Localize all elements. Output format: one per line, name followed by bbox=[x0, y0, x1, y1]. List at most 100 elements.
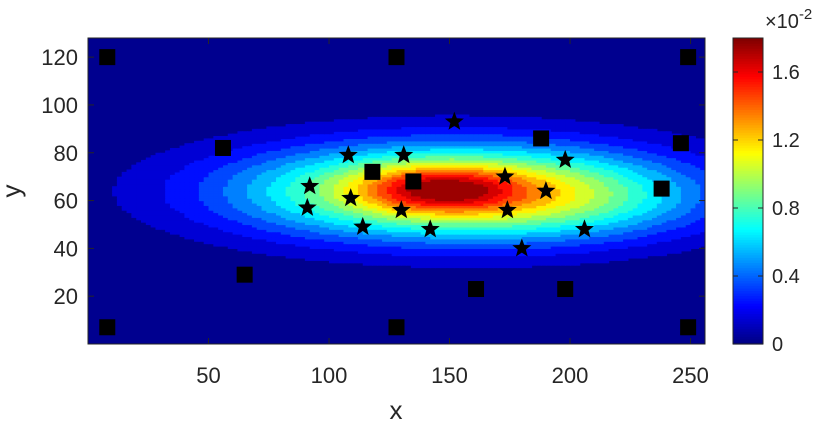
contour-cell bbox=[300, 234, 306, 238]
contour-cell bbox=[155, 162, 161, 166]
contour-cell bbox=[232, 198, 239, 202]
contour-cell bbox=[449, 181, 455, 185]
contour-cell bbox=[126, 183, 132, 187]
contour-cell bbox=[247, 176, 253, 180]
contour-cell bbox=[247, 191, 253, 194]
contour-cell bbox=[676, 210, 682, 214]
contour-cell bbox=[618, 229, 624, 233]
contour-cell bbox=[454, 245, 460, 249]
contour-cell bbox=[579, 214, 586, 218]
contour-cell bbox=[165, 224, 171, 228]
contour-cell bbox=[324, 198, 330, 202]
contour-cell bbox=[560, 219, 566, 223]
contour-cell bbox=[271, 214, 277, 218]
contour-cell bbox=[116, 198, 123, 202]
contour-cell bbox=[189, 167, 195, 171]
contour-cell bbox=[155, 222, 161, 226]
contour-cell bbox=[300, 181, 306, 185]
contour-cell bbox=[396, 183, 402, 187]
contour-cell bbox=[309, 255, 316, 259]
contour-cell bbox=[623, 176, 629, 180]
contour-cell bbox=[570, 236, 576, 240]
contour-cell bbox=[666, 159, 672, 163]
contour-cell bbox=[174, 183, 181, 187]
contour-cell bbox=[647, 162, 653, 166]
contour-cell bbox=[295, 212, 301, 216]
contour-cell bbox=[165, 169, 171, 173]
contour-cell bbox=[463, 169, 470, 173]
contour-cell bbox=[396, 174, 402, 178]
contour-cell bbox=[454, 174, 460, 178]
contour-cell bbox=[386, 188, 393, 192]
contour-cell bbox=[136, 195, 142, 199]
contour-cell bbox=[329, 260, 335, 264]
contour-cell bbox=[386, 205, 393, 209]
contour-cell bbox=[271, 162, 277, 166]
contour-cell bbox=[247, 200, 253, 204]
contour-cell bbox=[439, 260, 446, 264]
contour-cell bbox=[526, 171, 533, 175]
contour-cell bbox=[492, 245, 499, 249]
contour-cell bbox=[647, 222, 653, 226]
contour-cell bbox=[666, 248, 672, 252]
contour-cell bbox=[391, 214, 398, 218]
contour-cell bbox=[492, 179, 499, 183]
contour-cell bbox=[242, 229, 248, 233]
contour-cell bbox=[247, 226, 253, 230]
contour-cell bbox=[401, 198, 407, 202]
contour-cell bbox=[671, 176, 677, 180]
contour-cell bbox=[222, 183, 229, 187]
contour-cell bbox=[242, 222, 248, 226]
contour-cell bbox=[656, 229, 663, 233]
contour-cell bbox=[362, 260, 369, 264]
contour-cell bbox=[382, 193, 388, 197]
contour-cell bbox=[372, 253, 378, 257]
contour-cell bbox=[637, 167, 643, 171]
contour-cell bbox=[560, 164, 566, 168]
contour-cell bbox=[242, 241, 248, 245]
contour-cell bbox=[150, 164, 157, 168]
contour-cell bbox=[536, 231, 542, 235]
contour-cell bbox=[700, 176, 705, 180]
contour-cell bbox=[309, 198, 316, 202]
contour-cell bbox=[396, 243, 402, 247]
contour-cell bbox=[435, 207, 441, 211]
contour-cell bbox=[618, 200, 624, 204]
contour-cell bbox=[242, 248, 248, 252]
contour-cell bbox=[251, 210, 258, 214]
contour-cell bbox=[700, 236, 705, 240]
contour-cell bbox=[463, 253, 470, 257]
contour-cell bbox=[560, 200, 566, 204]
contour-cell bbox=[685, 205, 692, 209]
contour-cell bbox=[169, 214, 176, 218]
contour-cell bbox=[304, 167, 311, 171]
contour-cell bbox=[160, 171, 166, 175]
contour-cell bbox=[598, 217, 605, 221]
contour-cell bbox=[613, 255, 619, 259]
contour-cell bbox=[213, 219, 219, 223]
contour-cell bbox=[584, 255, 590, 259]
contour-cell bbox=[574, 162, 581, 166]
contour-cell bbox=[189, 186, 195, 190]
contour-cell bbox=[574, 245, 581, 249]
contour-cell bbox=[574, 229, 581, 233]
contour-cell bbox=[112, 188, 118, 192]
contour-cell bbox=[377, 238, 383, 242]
contour-cell bbox=[382, 205, 388, 209]
contour-cell bbox=[463, 207, 470, 211]
contour-cell bbox=[222, 193, 229, 197]
contour-cell bbox=[348, 205, 354, 209]
contour-cell bbox=[218, 243, 224, 247]
contour-cell bbox=[570, 169, 576, 173]
contour-cell bbox=[502, 195, 508, 199]
contour-cell bbox=[584, 157, 590, 161]
contour-cell bbox=[256, 191, 263, 194]
contour-cell bbox=[401, 241, 407, 245]
contour-cell bbox=[174, 193, 181, 197]
contour-cell bbox=[353, 217, 359, 221]
contour-cell bbox=[396, 200, 402, 204]
contour-cell bbox=[565, 234, 571, 238]
contour-cell bbox=[174, 164, 181, 168]
contour-cell bbox=[637, 205, 643, 209]
contour-cell bbox=[642, 245, 648, 249]
